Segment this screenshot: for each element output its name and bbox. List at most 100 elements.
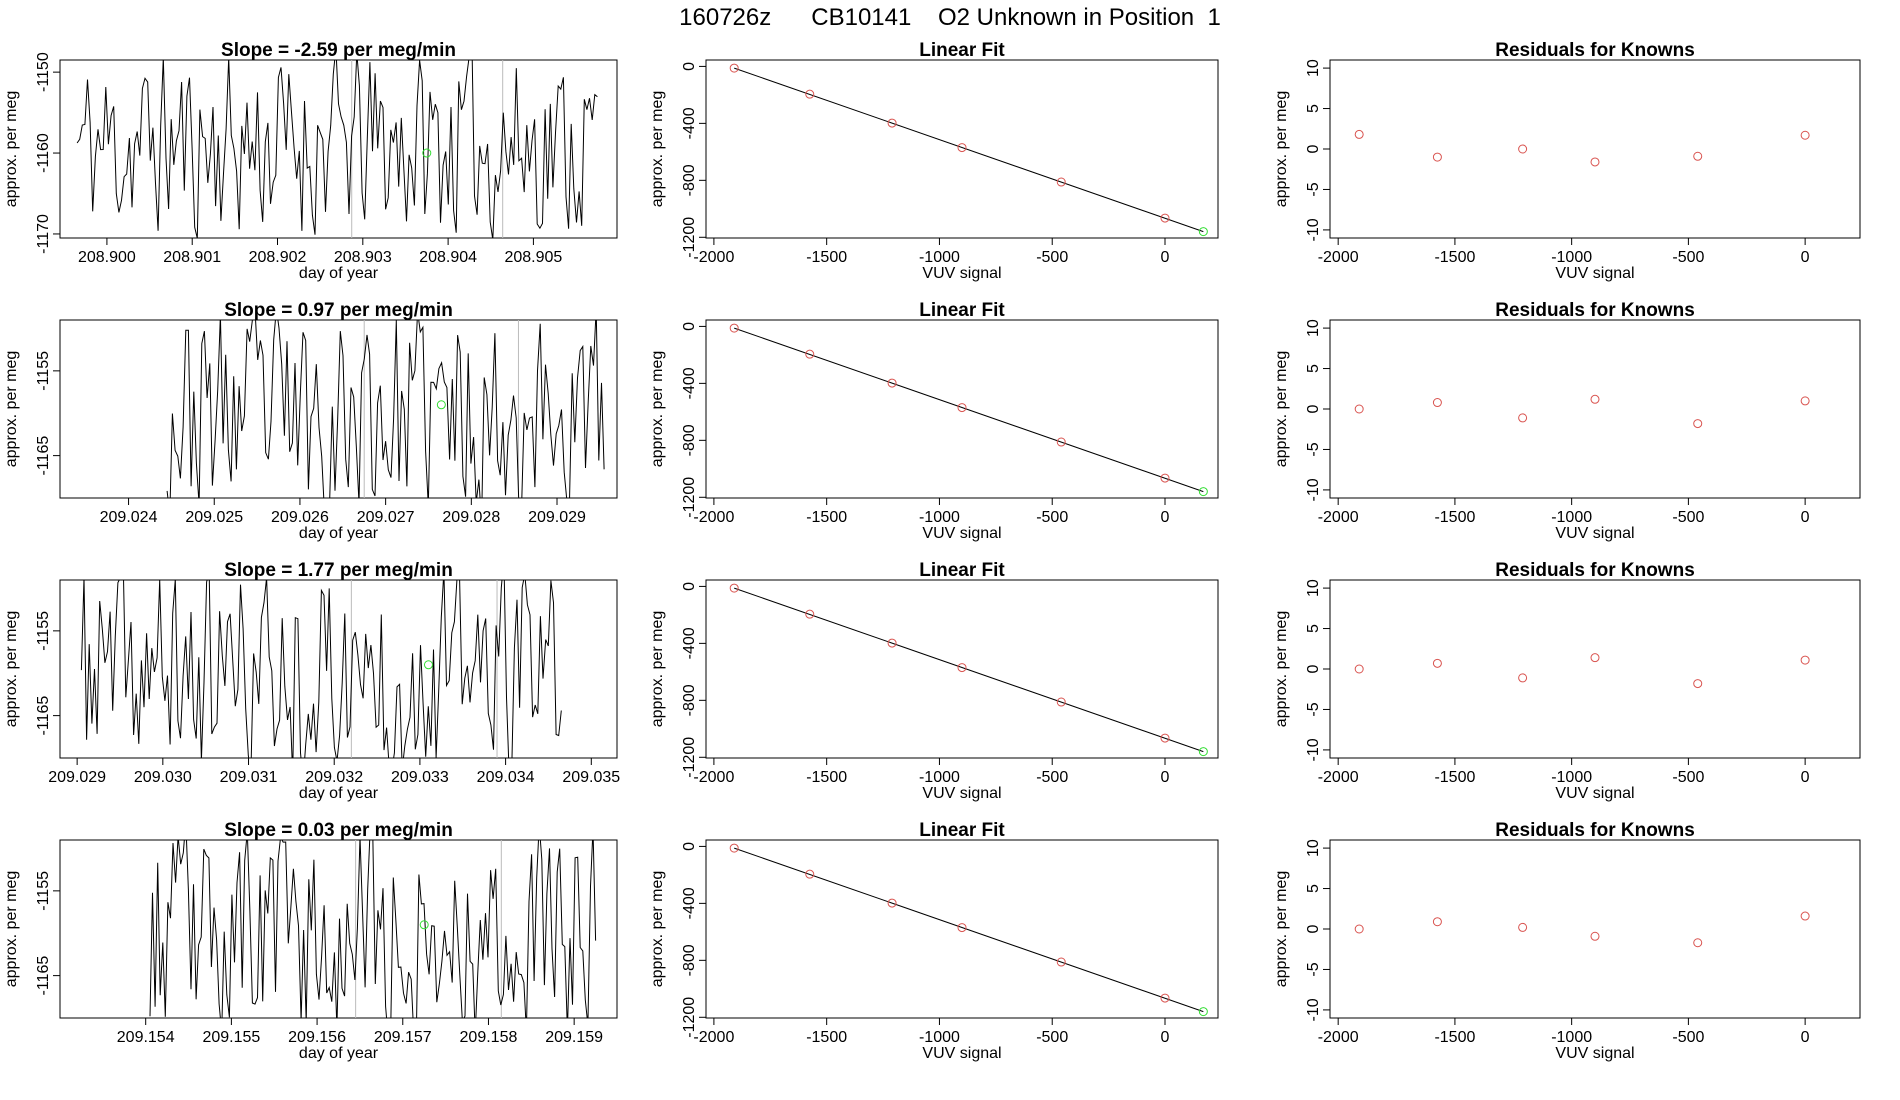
unknown-marker <box>423 660 433 670</box>
residuals-x-axis-label: VUV signal <box>1555 1045 1634 1062</box>
timeseries-plot-area <box>149 840 597 1018</box>
linear-fit-y-axis-label: approx. per meg <box>649 351 666 468</box>
timeseries-x-axis-label: day of year <box>299 1045 379 1062</box>
x-tick-label: -2000 <box>1318 249 1359 266</box>
residuals-frame <box>1329 59 1861 239</box>
linear-fit-title: Linear Fit <box>919 560 1005 581</box>
x-tick-label: -1000 <box>1551 769 1592 786</box>
timeseries-line <box>80 580 562 758</box>
x-tick-label: 209.030 <box>134 769 192 786</box>
unknown-point <box>1198 227 1208 237</box>
known-point <box>805 869 815 879</box>
unknown-marker <box>436 400 446 410</box>
known-point <box>729 583 739 593</box>
linear-fit-frame <box>705 579 1219 759</box>
timeseries-panel: Slope = 1.77 per meg/min 209.029 209.030 20… <box>3 560 620 802</box>
y-tick-label: -1165 <box>35 956 52 996</box>
y-tick-label: 0 <box>1305 404 1322 413</box>
residual-point <box>1354 924 1364 934</box>
linear-fit-x-axis-label: VUV signal <box>922 265 1001 282</box>
residuals-y-axis-label: approx. per meg <box>1273 611 1290 728</box>
y-tick-label: 5 <box>1305 884 1322 893</box>
unknown-point <box>1198 1007 1208 1017</box>
y-tick-label: 10 <box>1305 579 1322 597</box>
timeseries-panel: Slope = -2.59 per meg/min 208.900 208.901 2… <box>3 40 618 282</box>
x-tick-label: 209.026 <box>271 509 329 526</box>
residual-point <box>1518 673 1528 683</box>
residuals-x-axis-label: VUV signal <box>1555 785 1634 802</box>
x-tick-label: -1000 <box>1551 509 1592 526</box>
x-tick-label: 0 <box>1801 509 1810 526</box>
known-point <box>1160 993 1170 1003</box>
y-tick-label: -10 <box>1305 218 1322 241</box>
x-tick-label: 209.029 <box>528 509 586 526</box>
x-tick-label: -1000 <box>1551 249 1592 266</box>
fit-line <box>734 67 1204 233</box>
x-tick-label: 0 <box>1161 249 1170 266</box>
timeseries-title: Slope = 0.03 per meg/min <box>224 820 453 841</box>
x-tick-label: -1500 <box>806 249 847 266</box>
timeseries-y-axis-label: approx. per meg <box>3 871 20 988</box>
x-tick-label: 208.902 <box>249 249 307 266</box>
x-tick-label: -1500 <box>806 1029 847 1046</box>
y-tick-label: -1200 <box>681 477 698 518</box>
linear-fit-panel: Linear Fit -2000 -1500 -1000 -500 0 0 -400 -800 -… <box>649 40 1219 282</box>
residuals-y-axis-label: approx. per meg <box>1273 871 1290 988</box>
known-point <box>729 323 739 333</box>
x-tick-label: 208.903 <box>334 249 392 266</box>
y-tick-label: 5 <box>1305 364 1322 373</box>
x-tick-label: 0 <box>1801 769 1810 786</box>
timeseries-plot-area <box>166 320 605 498</box>
residuals-panel: Residuals for Knowns -2000 -1500 -1000 -500 0… <box>1273 820 1861 1062</box>
known-point <box>887 638 897 648</box>
residual-point <box>1693 679 1703 689</box>
linear-fit-x-axis-label: VUV signal <box>922 1045 1001 1062</box>
residual-point <box>1518 413 1528 423</box>
residuals-title: Residuals for Knowns <box>1495 300 1695 321</box>
residual-point <box>1693 419 1703 429</box>
x-tick-label: 209.156 <box>288 1029 346 1046</box>
unknown-point <box>1198 747 1208 757</box>
y-tick-label: -400 <box>681 887 698 919</box>
y-tick-label: -1150 <box>35 52 52 92</box>
timeseries-plot-area <box>76 60 598 238</box>
timeseries-title: Slope = 0.97 per meg/min <box>224 300 453 321</box>
main-title: 160726z CB10141 O2 Unknown in Position 1 <box>679 4 1221 31</box>
timeseries-title: Slope = -2.59 per meg/min <box>221 40 456 61</box>
residual-point <box>1518 922 1528 932</box>
timeseries-panel: Slope = 0.03 per meg/min 209.154 209.155 20… <box>3 820 618 1062</box>
known-point <box>887 898 897 908</box>
timeseries-frame <box>59 59 618 239</box>
residuals-x-axis-label: VUV signal <box>1555 525 1634 542</box>
y-tick-label: -1155 <box>35 611 52 651</box>
x-tick-label: -2000 <box>693 769 734 786</box>
residual-point <box>1800 911 1810 921</box>
timeseries-plot-area <box>80 580 562 758</box>
linear-fit-y-axis-label: approx. per meg <box>649 91 666 208</box>
y-tick-label: 0 <box>681 322 698 331</box>
x-tick-label: -1500 <box>1434 769 1475 786</box>
linear-fit-frame <box>705 839 1219 1019</box>
x-tick-label: 209.028 <box>442 509 500 526</box>
x-tick-label: 208.901 <box>163 249 221 266</box>
timeseries-line <box>76 60 598 238</box>
x-tick-label: -2000 <box>693 509 734 526</box>
x-tick-label: -2000 <box>1318 509 1359 526</box>
x-tick-label: -500 <box>1036 1029 1068 1046</box>
y-tick-label: 0 <box>1305 144 1322 153</box>
residual-point <box>1432 152 1442 162</box>
residuals-frame <box>1329 579 1861 759</box>
residuals-y-axis-label: approx. per meg <box>1273 351 1290 468</box>
residual-point <box>1800 130 1810 140</box>
known-point <box>729 843 739 853</box>
y-tick-label: -800 <box>681 164 698 196</box>
residual-point <box>1800 396 1810 406</box>
x-tick-label: 209.029 <box>48 769 106 786</box>
x-tick-label: -500 <box>1036 249 1068 266</box>
linear-fit-y-axis-label: approx. per meg <box>649 611 666 728</box>
y-tick-label: -1165 <box>35 696 52 736</box>
x-tick-label: 209.157 <box>374 1029 432 1046</box>
known-point <box>1160 213 1170 223</box>
unknown-marker <box>419 920 429 930</box>
y-tick-label: -800 <box>681 424 698 456</box>
